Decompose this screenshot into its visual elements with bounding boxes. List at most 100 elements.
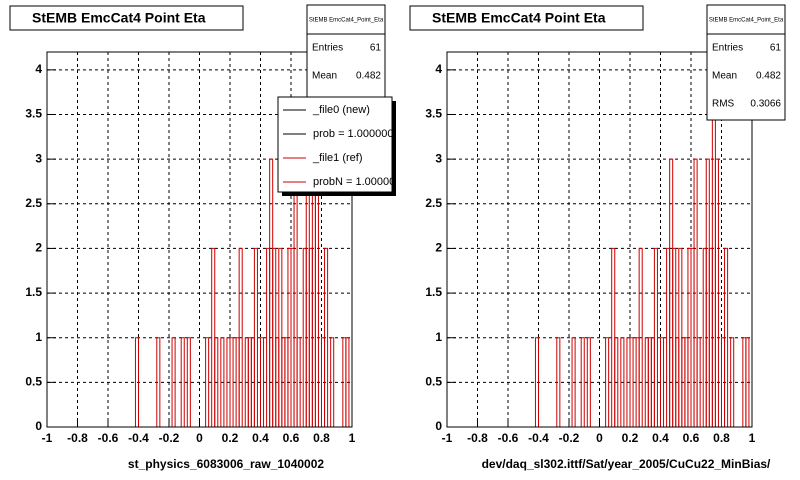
x-tick-label: -0.2 bbox=[159, 431, 180, 445]
histogram-bin bbox=[238, 247, 243, 427]
x-tick-label: 0.6 bbox=[683, 431, 700, 445]
x-tick-label: 0.8 bbox=[713, 431, 730, 445]
stats-value: 61 bbox=[770, 43, 782, 54]
histogram-bin bbox=[186, 337, 191, 427]
y-tick-label: 1.5 bbox=[25, 285, 42, 299]
x-tick-label: 0.8 bbox=[313, 431, 330, 445]
stats-value: 0.482 bbox=[756, 71, 781, 82]
histogram-bin bbox=[345, 337, 350, 427]
histogram-bin bbox=[205, 337, 210, 427]
x-tick-label: -1 bbox=[442, 431, 453, 445]
title-box bbox=[9, 5, 244, 31]
legend-box bbox=[277, 96, 393, 193]
legend-label: _file1 (ref) bbox=[312, 152, 363, 164]
x-axis-label: st_physics_6083006_raw_1040002 bbox=[128, 457, 324, 471]
histogram-bin bbox=[556, 337, 561, 427]
histogram-bin bbox=[171, 337, 176, 427]
stats-label: Entries bbox=[312, 43, 343, 54]
histogram-bin bbox=[586, 337, 591, 427]
legend: _file0 (new) prob = 1.000000 _file1 (ref) p… bbox=[283, 104, 401, 188]
histogram-bin bbox=[253, 247, 258, 427]
y-tick-label: 2 bbox=[35, 241, 42, 255]
histogram-bin bbox=[714, 158, 719, 427]
legend-label: probN = 1.000000 bbox=[313, 176, 401, 188]
stats-title: StEMB EmcCat4_Point_Eta bbox=[309, 18, 384, 24]
histogram-bin bbox=[220, 337, 225, 427]
y-tick-label: 1.5 bbox=[425, 285, 442, 299]
x-tick-label: -0.4 bbox=[528, 431, 549, 445]
stats-value: 0.3066 bbox=[750, 99, 781, 110]
histogram-bin bbox=[605, 337, 610, 427]
x-tick-label: -0.8 bbox=[467, 431, 488, 445]
x-tick-label: 0.4 bbox=[652, 431, 669, 445]
y-tick-label: 2.5 bbox=[25, 196, 42, 210]
stats-box bbox=[706, 4, 786, 121]
stats-value: 61 bbox=[370, 43, 382, 54]
y-tick-label: 3 bbox=[435, 151, 442, 165]
histogram-bin bbox=[660, 337, 665, 427]
stats-value: 0.482 bbox=[356, 71, 381, 82]
histogram-bin bbox=[638, 247, 643, 427]
histogram-bin bbox=[296, 337, 301, 427]
y-tick-label: 3 bbox=[35, 151, 42, 165]
x-axis-label: dev/daq_sl302.ittf/Sat/year_2005/CuCu22_… bbox=[482, 457, 771, 471]
chart-title: StEMB EmcCat4 Point Eta bbox=[32, 10, 206, 26]
x-tick-label: -0.2 bbox=[559, 431, 580, 445]
x-tick-label: -0.4 bbox=[128, 431, 149, 445]
stats-label: Mean bbox=[312, 71, 337, 82]
histogram-bin bbox=[724, 247, 729, 427]
x-tick-label: -1 bbox=[42, 431, 53, 445]
y-tick-label: 0 bbox=[435, 419, 442, 433]
histogram-bin bbox=[330, 337, 335, 427]
histogram-bin bbox=[156, 337, 161, 427]
stats-label: Entries bbox=[712, 43, 743, 54]
x-tick-label: 0.2 bbox=[622, 431, 639, 445]
y-tick-label: 2 bbox=[435, 241, 442, 255]
y-tick-label: 1 bbox=[35, 330, 42, 344]
stats-label: RMS bbox=[712, 99, 735, 110]
title-box bbox=[409, 5, 644, 31]
histogram-bin bbox=[614, 337, 619, 427]
y-tick-label: 4 bbox=[35, 62, 42, 76]
x-tick-label: 1 bbox=[349, 431, 356, 445]
stats-title: StEMB EmcCat4_Point_Eta bbox=[709, 18, 784, 24]
y-tick-label: 0.5 bbox=[25, 375, 42, 389]
x-tick-label: -0.6 bbox=[98, 431, 119, 445]
histogram-bin bbox=[730, 337, 735, 427]
histogram-bin bbox=[229, 337, 234, 427]
plot-border bbox=[46, 51, 353, 428]
x-tick-label: 0.2 bbox=[222, 431, 239, 445]
x-tick-label: -0.8 bbox=[67, 431, 88, 445]
chart-title: StEMB EmcCat4 Point Eta bbox=[432, 10, 606, 26]
histogram-bin bbox=[629, 337, 634, 427]
y-tick-label: 1 bbox=[435, 330, 442, 344]
histogram-bin bbox=[620, 337, 625, 427]
stats-label: Mean bbox=[712, 71, 737, 82]
x-tick-label: 1 bbox=[749, 431, 756, 445]
legend-label: prob = 1.000000 bbox=[313, 128, 393, 140]
histogram-bin bbox=[260, 337, 265, 427]
histogram-bin bbox=[180, 337, 185, 427]
histogram-bin bbox=[214, 337, 219, 427]
y-tick-label: 4 bbox=[435, 62, 442, 76]
x-tick-label: 0 bbox=[196, 431, 203, 445]
y-tick-label: 0 bbox=[35, 419, 42, 433]
x-tick-label: 0.6 bbox=[283, 431, 300, 445]
y-tick-label: 3.5 bbox=[425, 107, 442, 121]
histogram-bin bbox=[571, 337, 576, 427]
x-tick-label: -0.6 bbox=[498, 431, 519, 445]
histogram-bin bbox=[696, 337, 701, 427]
histogram-bin bbox=[693, 158, 698, 427]
legend-label: _file0 (new) bbox=[312, 104, 370, 116]
plot-border bbox=[446, 51, 753, 428]
histogram-bin bbox=[580, 337, 585, 427]
histogram-bin bbox=[745, 337, 750, 427]
x-tick-label: 0 bbox=[596, 431, 603, 445]
histogram-bin bbox=[653, 247, 658, 427]
y-tick-label: 0.5 bbox=[425, 375, 442, 389]
histogram-bin bbox=[134, 337, 139, 427]
histogram-bin bbox=[324, 247, 329, 427]
x-tick-label: 0.4 bbox=[252, 431, 269, 445]
histogram-bin bbox=[534, 337, 539, 427]
